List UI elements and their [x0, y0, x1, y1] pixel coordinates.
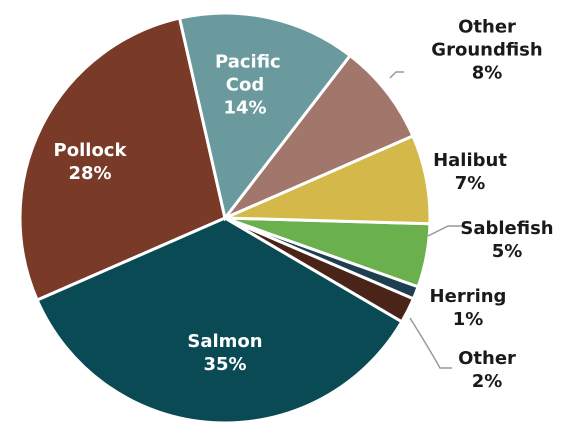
slice-value: 1%: [452, 309, 484, 330]
slice-label: Halibut 7%: [415, 149, 525, 195]
slice-name: Salmon: [187, 331, 263, 352]
slice-label: Other Groundfish 8%: [422, 16, 552, 85]
pie-slice: [18, 16, 227, 303]
slice-value: 5%: [491, 241, 523, 262]
slice-name: Other: [458, 348, 516, 369]
slice-name: Other Groundfish: [431, 16, 543, 61]
slice-name: Sablefish: [460, 218, 554, 239]
slice-value: 28%: [68, 163, 112, 184]
slice-label: Other 2%: [432, 347, 542, 393]
slice-name: Halibut: [433, 150, 507, 171]
slice-value: 7%: [454, 173, 486, 194]
slice-name: Pollock: [53, 140, 127, 161]
slice-label: Sablefish 5%: [452, 217, 562, 263]
leader-line: [409, 317, 452, 369]
leader-line: [389, 71, 404, 79]
slice-label: Pollock 28%: [35, 139, 145, 185]
slice-label: Pacific Cod 14%: [205, 51, 285, 120]
slice-value: 35%: [203, 354, 247, 375]
slice-name: Pacific Cod: [215, 51, 281, 96]
slice-value: 2%: [471, 371, 503, 392]
pie-slice: [223, 53, 415, 220]
pie-slice: [177, 11, 353, 222]
slice-label: Herring 1%: [413, 285, 523, 331]
slice-name: Herring: [429, 286, 507, 307]
slice-label: Salmon 35%: [170, 330, 280, 376]
leader-line: [427, 225, 464, 237]
slice-value: 14%: [223, 97, 267, 119]
slice-value: 8%: [471, 62, 503, 84]
